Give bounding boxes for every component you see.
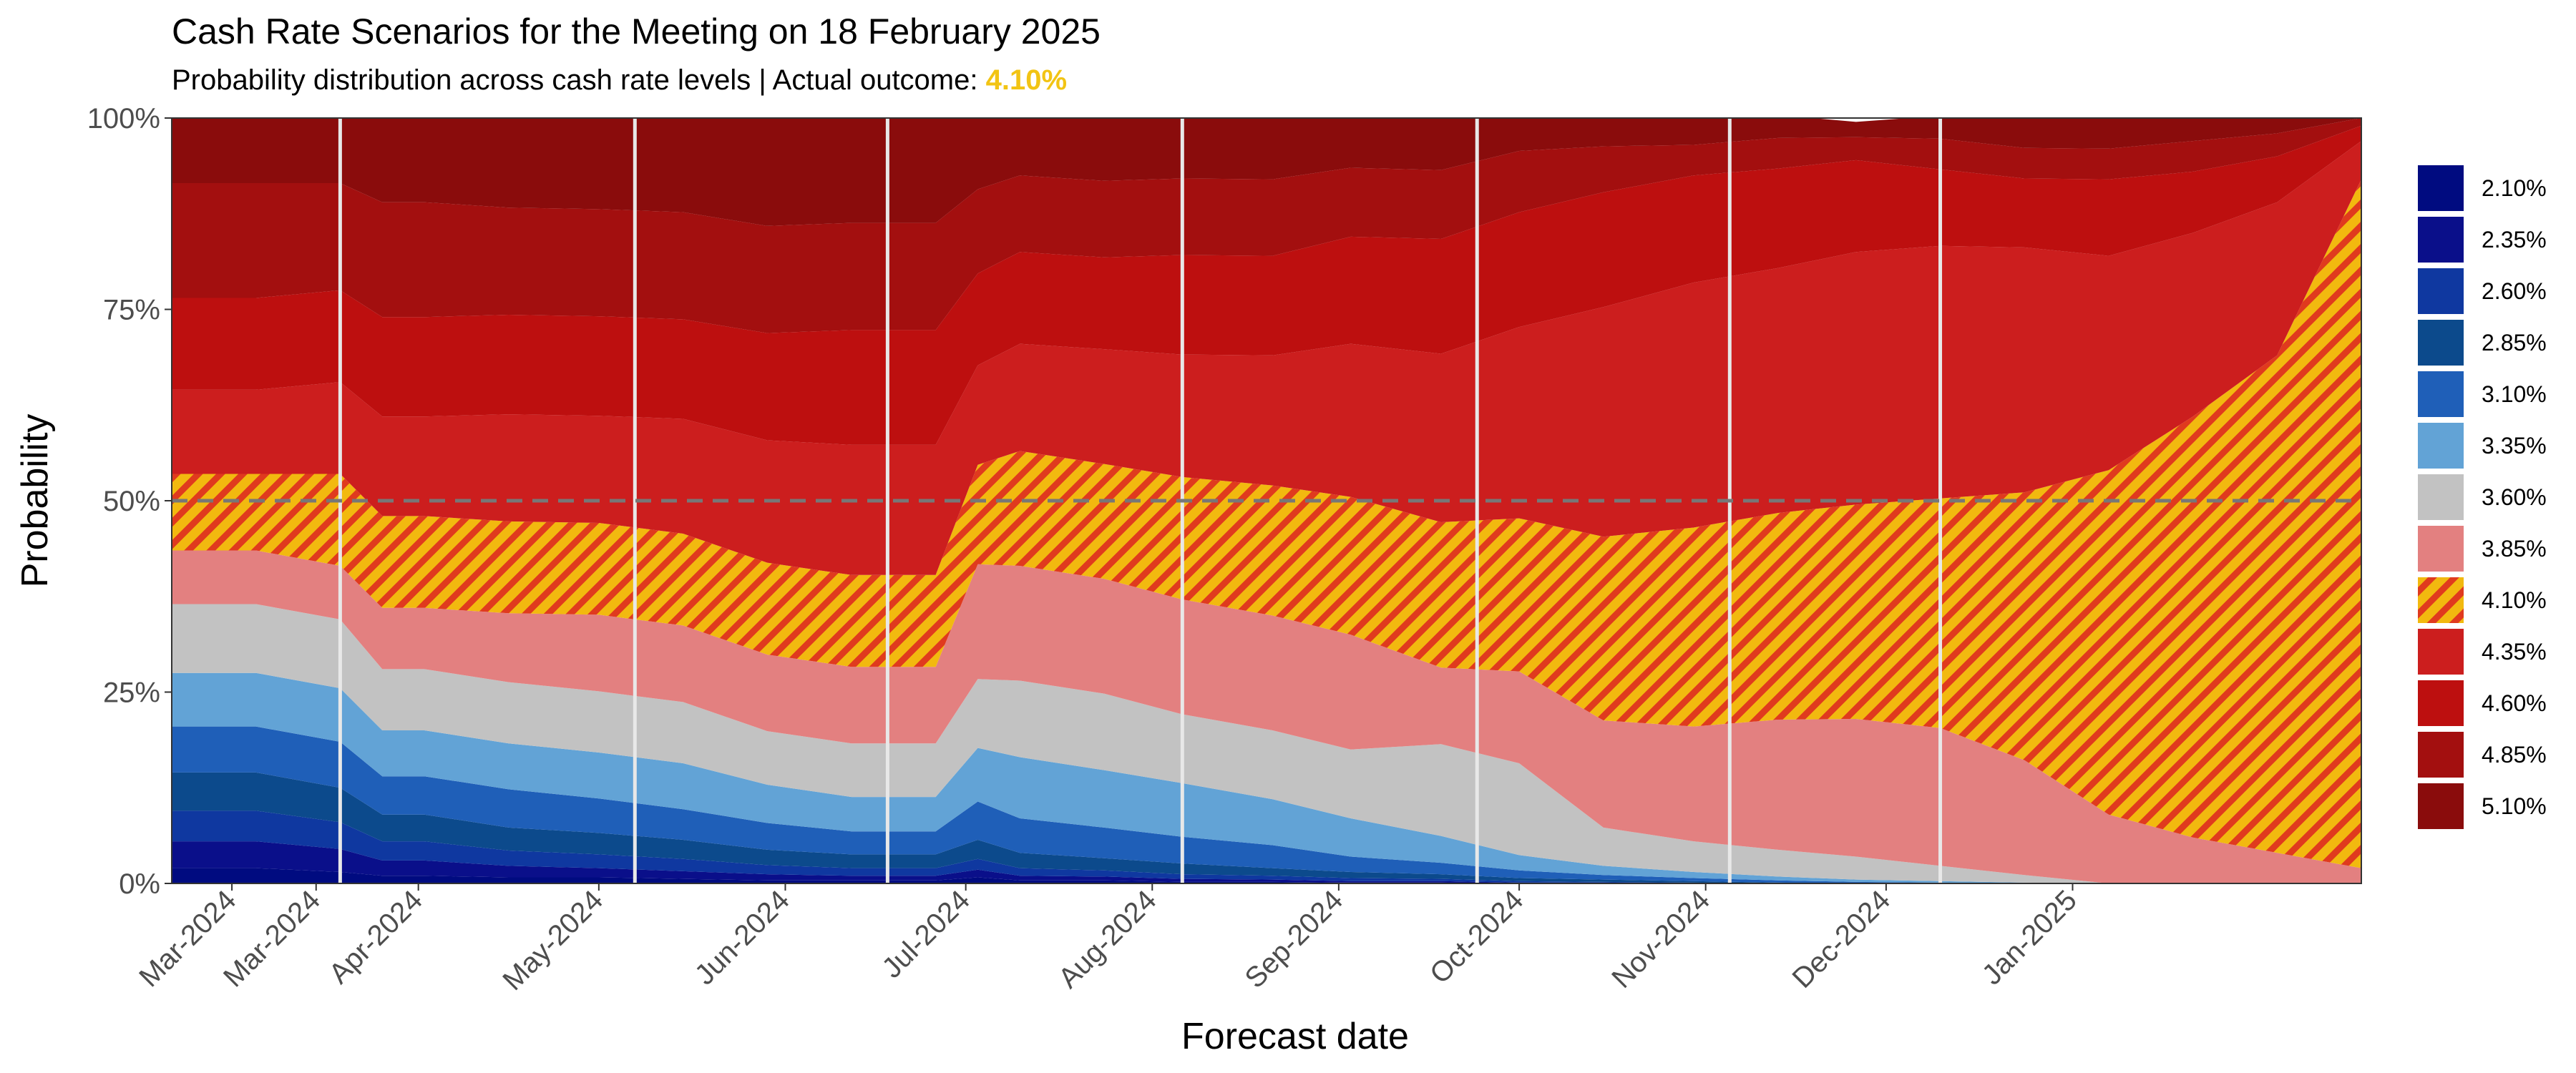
legend-label: 3.60% — [2482, 484, 2547, 510]
legend: 2.10% 2.35% 2.60% 2.85% 3.10% 3.35% 3.60% 3.85%… — [2416, 164, 2547, 831]
legend-label: 5.10% — [2482, 793, 2547, 819]
x-tick-label: May-2024 — [497, 884, 609, 996]
legend-swatch — [2416, 524, 2465, 573]
legend-label: 3.85% — [2482, 536, 2547, 562]
legend-swatch — [2416, 627, 2465, 676]
legend-swatch — [2416, 164, 2465, 212]
x-axis-title: Forecast date — [1181, 1016, 1409, 1057]
legend-label: 4.85% — [2482, 742, 2547, 768]
legend-swatch — [2416, 318, 2465, 367]
legend-swatch — [2416, 679, 2465, 727]
area-layers — [172, 118, 2361, 883]
area-4-85pct — [172, 118, 2361, 333]
x-tick-label: Jun-2024 — [689, 884, 796, 991]
legend-label: 3.10% — [2482, 381, 2547, 407]
subtitle-text: Probability distribution across cash rat… — [172, 64, 986, 96]
legend-label: 2.60% — [2482, 278, 2547, 304]
chart-subtitle: Probability distribution across cash rat… — [172, 60, 1067, 100]
y-tick-label: 100% — [87, 103, 160, 134]
x-tick-label: Apr-2024 — [323, 884, 429, 989]
legend-swatch — [2416, 215, 2465, 264]
legend-swatch — [2416, 782, 2465, 831]
x-tick-label: Dec-2024 — [1786, 884, 1896, 994]
area-3-85pct — [172, 550, 2361, 883]
area-3-35pct — [172, 672, 2361, 883]
legend-label: 4.10% — [2482, 587, 2547, 613]
area-4-35pct — [172, 141, 2361, 575]
legend-swatch — [2416, 576, 2465, 624]
legend-label: 2.85% — [2482, 330, 2547, 356]
legend-swatch — [2416, 267, 2465, 315]
chart-title: Cash Rate Scenarios for the Meeting on 1… — [172, 11, 1101, 52]
area-3-10pct — [172, 726, 2361, 883]
x-tick-label: Nov-2024 — [1606, 884, 1716, 994]
x-tick-label: Sep-2024 — [1239, 884, 1349, 994]
area-2-35pct — [172, 841, 2361, 883]
y-axis-title: Probability — [14, 414, 56, 588]
x-tick-label: Aug-2024 — [1053, 884, 1163, 994]
legend-swatch — [2416, 421, 2465, 470]
legend-label: 4.60% — [2482, 690, 2547, 716]
actual-outcome-value: 4.10% — [985, 64, 1068, 96]
area-4-10pct — [172, 179, 2361, 868]
x-tick-label: Oct-2024 — [1424, 884, 1529, 989]
area-5-10pct — [172, 118, 2361, 226]
legend-label: 2.35% — [2482, 227, 2547, 253]
legend-label: 3.35% — [2482, 433, 2547, 459]
area-4-60pct — [172, 125, 2361, 445]
area-3-60pct — [172, 604, 2361, 883]
legend-label: 4.35% — [2482, 639, 2547, 665]
y-tick-label: 0% — [119, 868, 160, 900]
legend-swatch — [2416, 370, 2465, 418]
area-2-60pct — [172, 810, 2361, 883]
x-tick-label: Jul-2024 — [876, 884, 976, 984]
area-2-10pct — [172, 868, 2361, 883]
x-tick-label: Jan-2025 — [1976, 884, 2083, 991]
legend-label: 2.10% — [2482, 175, 2547, 201]
y-tick-label: 50% — [103, 486, 160, 517]
area-2-85pct — [172, 772, 2361, 883]
y-tick-label: 75% — [103, 295, 160, 326]
y-tick-label: 25% — [103, 677, 160, 709]
legend-swatch — [2416, 730, 2465, 779]
legend-swatch — [2416, 473, 2465, 521]
y-axis: 0% 25% 50% 75% 100% — [87, 103, 172, 900]
